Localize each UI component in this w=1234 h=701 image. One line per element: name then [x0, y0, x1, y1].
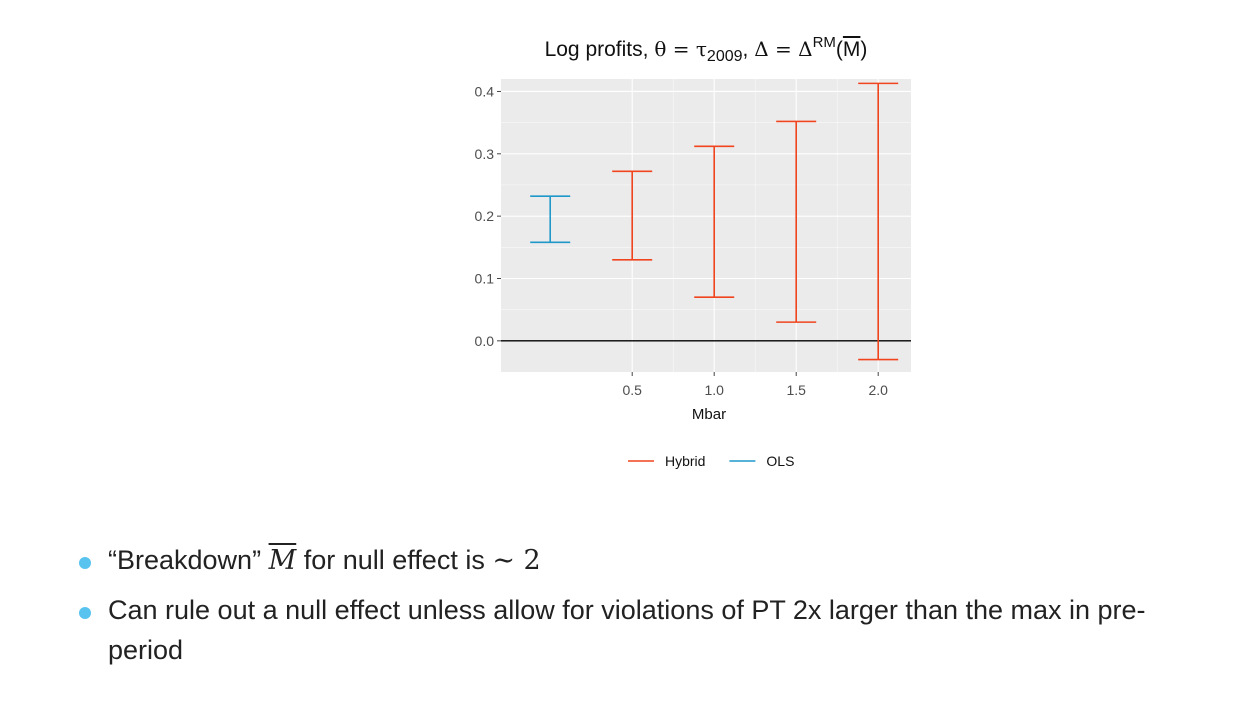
errorbar-ols: [530, 195, 571, 244]
bullet-1-math: M: [268, 545, 297, 576]
y-tick-label: 0.0: [475, 333, 495, 349]
bullet-1-after: for null effect is: [296, 545, 493, 575]
chart-title-paren-close: ): [860, 38, 868, 61]
chart: 0.0 0.1 0.2 0.3 0.4 0.5 1.0 1.5 2.0 Mbar Hybrid OLS: [475, 79, 911, 469]
chart-title-mbar: M: [842, 38, 861, 61]
chart-title-eq-2: =: [768, 37, 799, 61]
chart-title-delta-sup: RM: [812, 34, 836, 51]
chart-title-tau-sub: 2009: [706, 48, 743, 65]
bullet-1-before: “Breakdown”: [108, 545, 269, 575]
chart-title-comma: ,: [742, 38, 755, 61]
bullet-1-math2: ∼ 2: [492, 545, 541, 576]
errorbar-hybrid: [776, 120, 817, 323]
legend-label-ols: OLS: [766, 453, 794, 469]
chart-title-eq-1: =: [666, 37, 696, 61]
x-tick-label: 2.0: [868, 382, 888, 398]
y-tick-label: 0.4: [475, 83, 495, 99]
y-tick-label: 0.3: [475, 146, 495, 162]
chart-panel: [501, 79, 911, 372]
y-tick-label: 0.2: [475, 208, 495, 224]
chart-title-delta-2: Δ: [798, 37, 813, 61]
chart-title-delta: Δ: [754, 37, 769, 61]
chart-title: Log profits, θ = τ2009, Δ = ΔRM(M): [452, 34, 960, 66]
y-tick-label: 0.1: [475, 270, 495, 286]
chart-title-paren-open: (: [835, 38, 843, 61]
bullet-dot-icon: [79, 557, 91, 569]
errorbar-hybrid: [694, 145, 735, 298]
x-tick-label: 0.5: [622, 382, 642, 398]
bullet-dot-icon: [79, 607, 91, 619]
bullet-2-text: Can rule out a null effect unless allow …: [108, 595, 1146, 665]
errorbar-hybrid: [612, 170, 653, 261]
bullet-item: “Breakdown” M for null effect is ∼ 2: [78, 540, 1218, 581]
errorbar-hybrid: [858, 82, 899, 361]
chart-title-theta: θ: [654, 37, 667, 61]
legend-label-hybrid: Hybrid: [665, 453, 705, 469]
x-tick-label: 1.5: [786, 382, 806, 398]
bullet-item: Can rule out a null effect unless allow …: [78, 590, 1218, 670]
bullet-list: “Breakdown” M for null effect is ∼ 2 Can…: [78, 540, 1218, 679]
chart-title-prefix: Log profits,: [544, 38, 655, 61]
x-tick-label: 1.0: [704, 382, 724, 398]
chart-title-tau: τ: [695, 37, 707, 61]
x-axis-label: Mbar: [692, 406, 726, 423]
